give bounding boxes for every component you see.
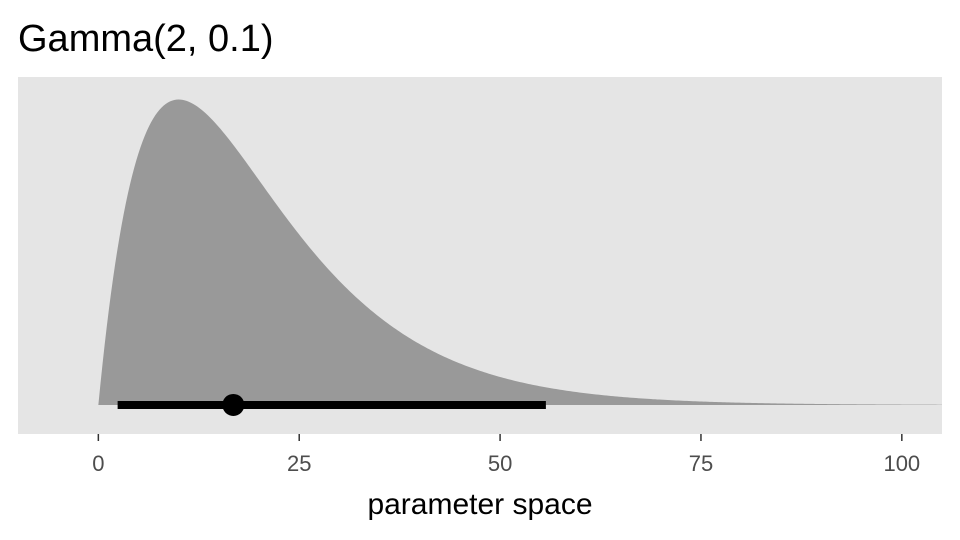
x-tick-label: 0 xyxy=(92,451,104,476)
x-tick-label: 75 xyxy=(689,451,713,476)
chart-title: Gamma(2, 0.1) xyxy=(18,18,274,60)
x-axis: 0 25 50 75 100 xyxy=(92,434,920,476)
density-area xyxy=(98,99,943,405)
x-axis-label: parameter space xyxy=(367,488,592,521)
point-estimate xyxy=(222,393,245,416)
x-tick-label: 100 xyxy=(883,451,920,476)
x-tick-label: 50 xyxy=(488,451,512,476)
x-tick-label: 25 xyxy=(287,451,311,476)
